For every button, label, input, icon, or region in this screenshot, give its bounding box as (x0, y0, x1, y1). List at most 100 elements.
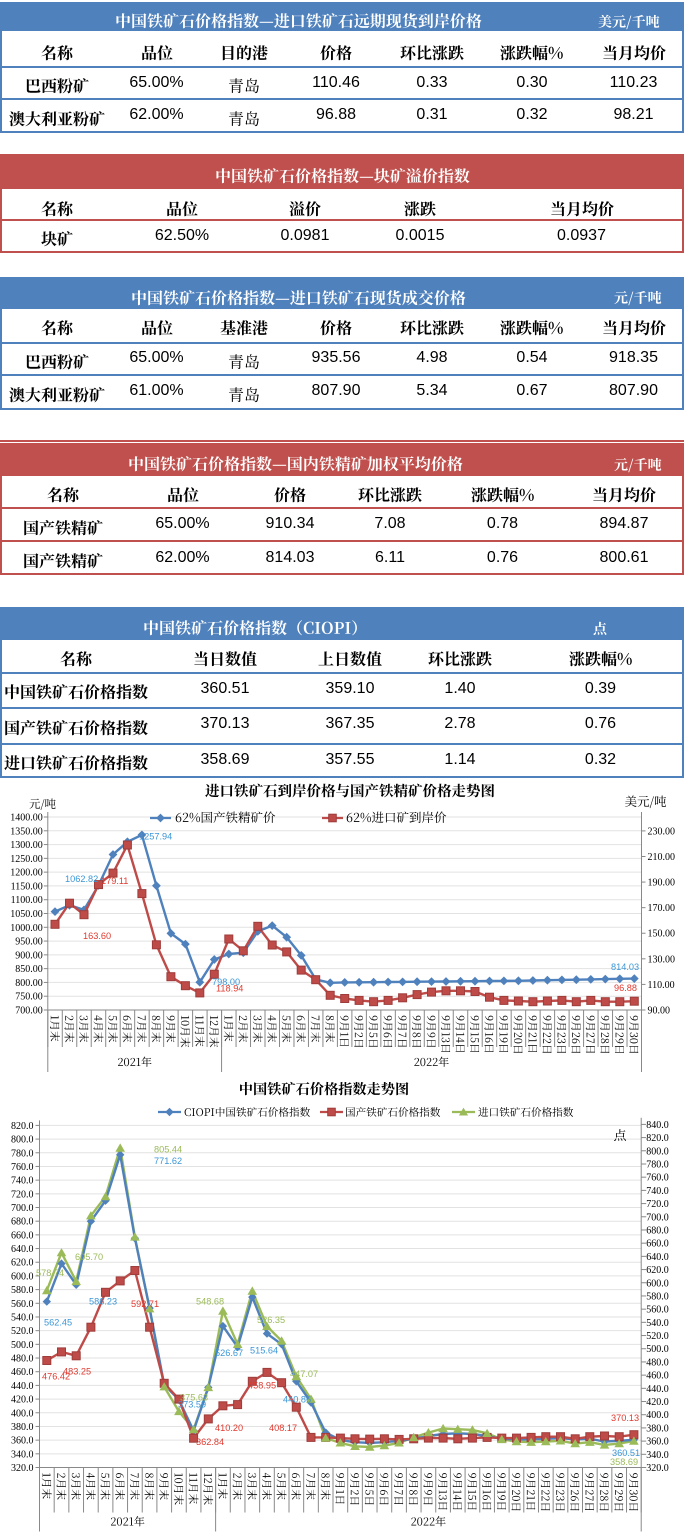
svg-text:680.0: 680.0 (646, 1226, 669, 1237)
svg-text:410.20: 410.20 (215, 1423, 243, 1433)
svg-text:179.11: 179.11 (101, 876, 128, 886)
svg-text:700.0: 700.0 (646, 1212, 669, 1223)
svg-text:640.0: 640.0 (646, 1252, 669, 1263)
svg-text:400.0: 400.0 (11, 1408, 34, 1419)
svg-text:850.00: 850.00 (15, 964, 43, 975)
svg-text:420.0: 420.0 (11, 1395, 34, 1406)
svg-text:1350.00: 1350.00 (10, 826, 43, 837)
svg-text:370.13: 370.13 (611, 1413, 639, 1423)
svg-text:1050.00: 1050.00 (10, 909, 43, 920)
svg-text:740.0: 740.0 (11, 1176, 34, 1187)
svg-text:380.0: 380.0 (646, 1423, 669, 1434)
svg-text:360.51: 360.51 (612, 1448, 640, 1458)
svg-text:600.0: 600.0 (646, 1278, 669, 1289)
svg-text:578.74: 578.74 (36, 1268, 64, 1278)
svg-text:950.00: 950.00 (15, 937, 43, 948)
svg-text:720.0: 720.0 (646, 1199, 669, 1210)
svg-text:560.0: 560.0 (11, 1299, 34, 1310)
svg-text:458.95: 458.95 (248, 1381, 276, 1391)
svg-text:210.00: 210.00 (648, 852, 676, 863)
svg-text:360.0: 360.0 (11, 1436, 34, 1447)
svg-text:526.35: 526.35 (257, 1315, 285, 1325)
svg-text:380.0: 380.0 (11, 1422, 34, 1433)
svg-text:1257.94: 1257.94 (139, 832, 172, 842)
svg-text:760.0: 760.0 (11, 1162, 34, 1173)
svg-text:320.0: 320.0 (646, 1463, 669, 1474)
svg-text:586.23: 586.23 (89, 1297, 117, 1307)
svg-text:760.0: 760.0 (646, 1173, 669, 1184)
svg-text:640.0: 640.0 (11, 1244, 34, 1255)
svg-text:600.0: 600.0 (11, 1271, 34, 1282)
svg-text:476.42: 476.42 (42, 1371, 70, 1381)
svg-text:700.00: 700.00 (15, 1006, 43, 1017)
svg-text:814.03: 814.03 (611, 962, 639, 972)
svg-text:96.88: 96.88 (614, 983, 637, 993)
svg-text:460.0: 460.0 (646, 1371, 669, 1382)
svg-text:190.00: 190.00 (648, 878, 676, 889)
svg-text:800.0: 800.0 (11, 1135, 34, 1146)
svg-text:798.00: 798.00 (212, 977, 240, 987)
svg-text:720.0: 720.0 (11, 1189, 34, 1200)
svg-text:620.0: 620.0 (11, 1258, 34, 1269)
svg-text:1200.00: 1200.00 (10, 868, 43, 879)
svg-text:750.00: 750.00 (15, 992, 43, 1003)
svg-text:840.0: 840.0 (646, 1120, 669, 1131)
svg-text:1000.00: 1000.00 (10, 923, 43, 934)
svg-text:170.00: 170.00 (648, 903, 676, 914)
svg-text:373.59: 373.59 (178, 1399, 206, 1409)
svg-text:820.0: 820.0 (646, 1133, 669, 1144)
svg-text:440.0: 440.0 (11, 1381, 34, 1392)
svg-text:740.0: 740.0 (646, 1186, 669, 1197)
svg-text:163.60: 163.60 (83, 931, 111, 941)
svg-text:1100.00: 1100.00 (11, 895, 43, 906)
svg-text:1062.82: 1062.82 (65, 874, 98, 884)
svg-text:340.0: 340.0 (646, 1450, 669, 1461)
svg-text:660.0: 660.0 (11, 1230, 34, 1241)
svg-text:375.63: 375.63 (180, 1392, 208, 1402)
svg-text:520.0: 520.0 (11, 1326, 34, 1337)
svg-text:605.70: 605.70 (75, 1252, 103, 1262)
svg-text:230.00: 230.00 (648, 826, 676, 837)
svg-text:1150.00: 1150.00 (11, 881, 43, 892)
svg-text:320.0: 320.0 (11, 1463, 34, 1474)
svg-text:1300.00: 1300.00 (10, 840, 43, 851)
svg-text:900.00: 900.00 (15, 950, 43, 961)
svg-text:526.67: 526.67 (215, 1348, 243, 1358)
svg-text:360.0: 360.0 (646, 1437, 669, 1448)
svg-text:500.0: 500.0 (11, 1340, 34, 1351)
svg-text:400.0: 400.0 (646, 1410, 669, 1421)
svg-text:118.94: 118.94 (216, 984, 243, 994)
svg-text:480.0: 480.0 (646, 1357, 669, 1368)
svg-text:408.17: 408.17 (269, 1423, 297, 1433)
svg-text:540.0: 540.0 (646, 1318, 669, 1329)
svg-text:540.0: 540.0 (11, 1313, 34, 1324)
svg-text:800.00: 800.00 (15, 978, 43, 989)
svg-text:680.0: 680.0 (11, 1217, 34, 1228)
svg-text:771.62: 771.62 (154, 1156, 182, 1166)
svg-text:800.0: 800.0 (646, 1146, 669, 1157)
svg-text:580.0: 580.0 (646, 1292, 669, 1303)
svg-text:580.0: 580.0 (11, 1285, 34, 1296)
svg-text:480.0: 480.0 (11, 1354, 34, 1365)
svg-text:440.86: 440.86 (283, 1395, 311, 1405)
svg-text:520.0: 520.0 (646, 1331, 669, 1342)
svg-text:620.0: 620.0 (646, 1265, 669, 1276)
svg-text:515.64: 515.64 (250, 1346, 278, 1356)
svg-text:420.0: 420.0 (646, 1397, 669, 1408)
svg-text:90.00: 90.00 (648, 1006, 671, 1017)
svg-text:130.00: 130.00 (648, 954, 676, 965)
svg-text:358.69: 358.69 (610, 1457, 638, 1467)
svg-text:592.71: 592.71 (131, 1299, 159, 1309)
svg-text:150.00: 150.00 (648, 929, 676, 940)
svg-text:1400.00: 1400.00 (10, 813, 43, 824)
svg-text:780.0: 780.0 (646, 1160, 669, 1171)
svg-text:460.0: 460.0 (11, 1367, 34, 1378)
svg-text:110.00: 110.00 (648, 980, 675, 991)
svg-text:820.0: 820.0 (11, 1121, 34, 1132)
svg-text:447.07: 447.07 (290, 1369, 318, 1379)
svg-text:483.25: 483.25 (63, 1367, 91, 1377)
svg-text:700.0: 700.0 (11, 1203, 34, 1214)
svg-text:440.0: 440.0 (646, 1384, 669, 1395)
svg-text:660.0: 660.0 (646, 1239, 669, 1250)
svg-text:340.0: 340.0 (11, 1449, 34, 1460)
